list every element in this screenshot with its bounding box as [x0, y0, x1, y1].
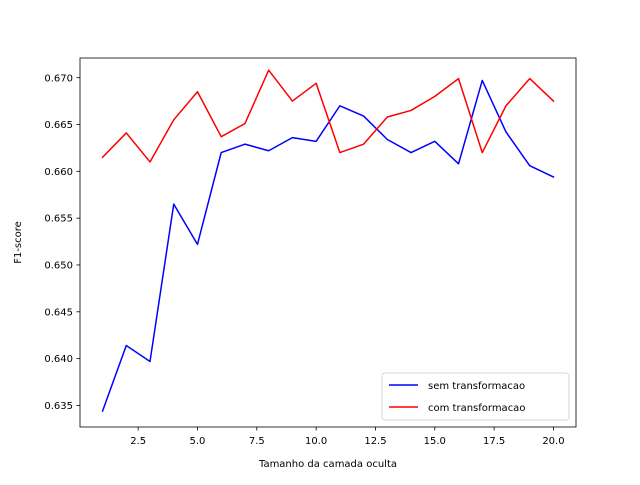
legend-label-sem-transformacao: sem transformacao	[428, 381, 525, 392]
x-tick-label: 12.5	[364, 436, 386, 447]
legend: sem transformacao com transformacao	[382, 373, 569, 420]
x-tick-label: 15.0	[424, 436, 446, 447]
y-tick-label: 0.655	[44, 214, 73, 225]
y-tick-label: 0.645	[44, 307, 73, 318]
legend-label-com-transformacao: com transformacao	[428, 403, 525, 414]
y-tick-label: 0.650	[44, 261, 73, 272]
x-tick-label: 20.0	[542, 436, 564, 447]
y-tick-label: 0.640	[44, 354, 73, 365]
y-tick-label: 0.635	[44, 401, 73, 412]
x-axis-label: Tamanho da camada oculta	[258, 459, 397, 470]
x-tick-label: 17.5	[483, 436, 505, 447]
y-axis-label: F1-score	[13, 221, 24, 264]
x-tick-label: 5.0	[190, 436, 206, 447]
y-tick-label: 0.670	[44, 73, 73, 84]
x-tick-label: 10.0	[305, 436, 327, 447]
x-tick-label: 7.5	[249, 436, 265, 447]
y-tick-label: 0.660	[44, 167, 73, 178]
y-tick-label: 0.665	[44, 120, 73, 131]
x-tick-label: 2.5	[130, 436, 146, 447]
